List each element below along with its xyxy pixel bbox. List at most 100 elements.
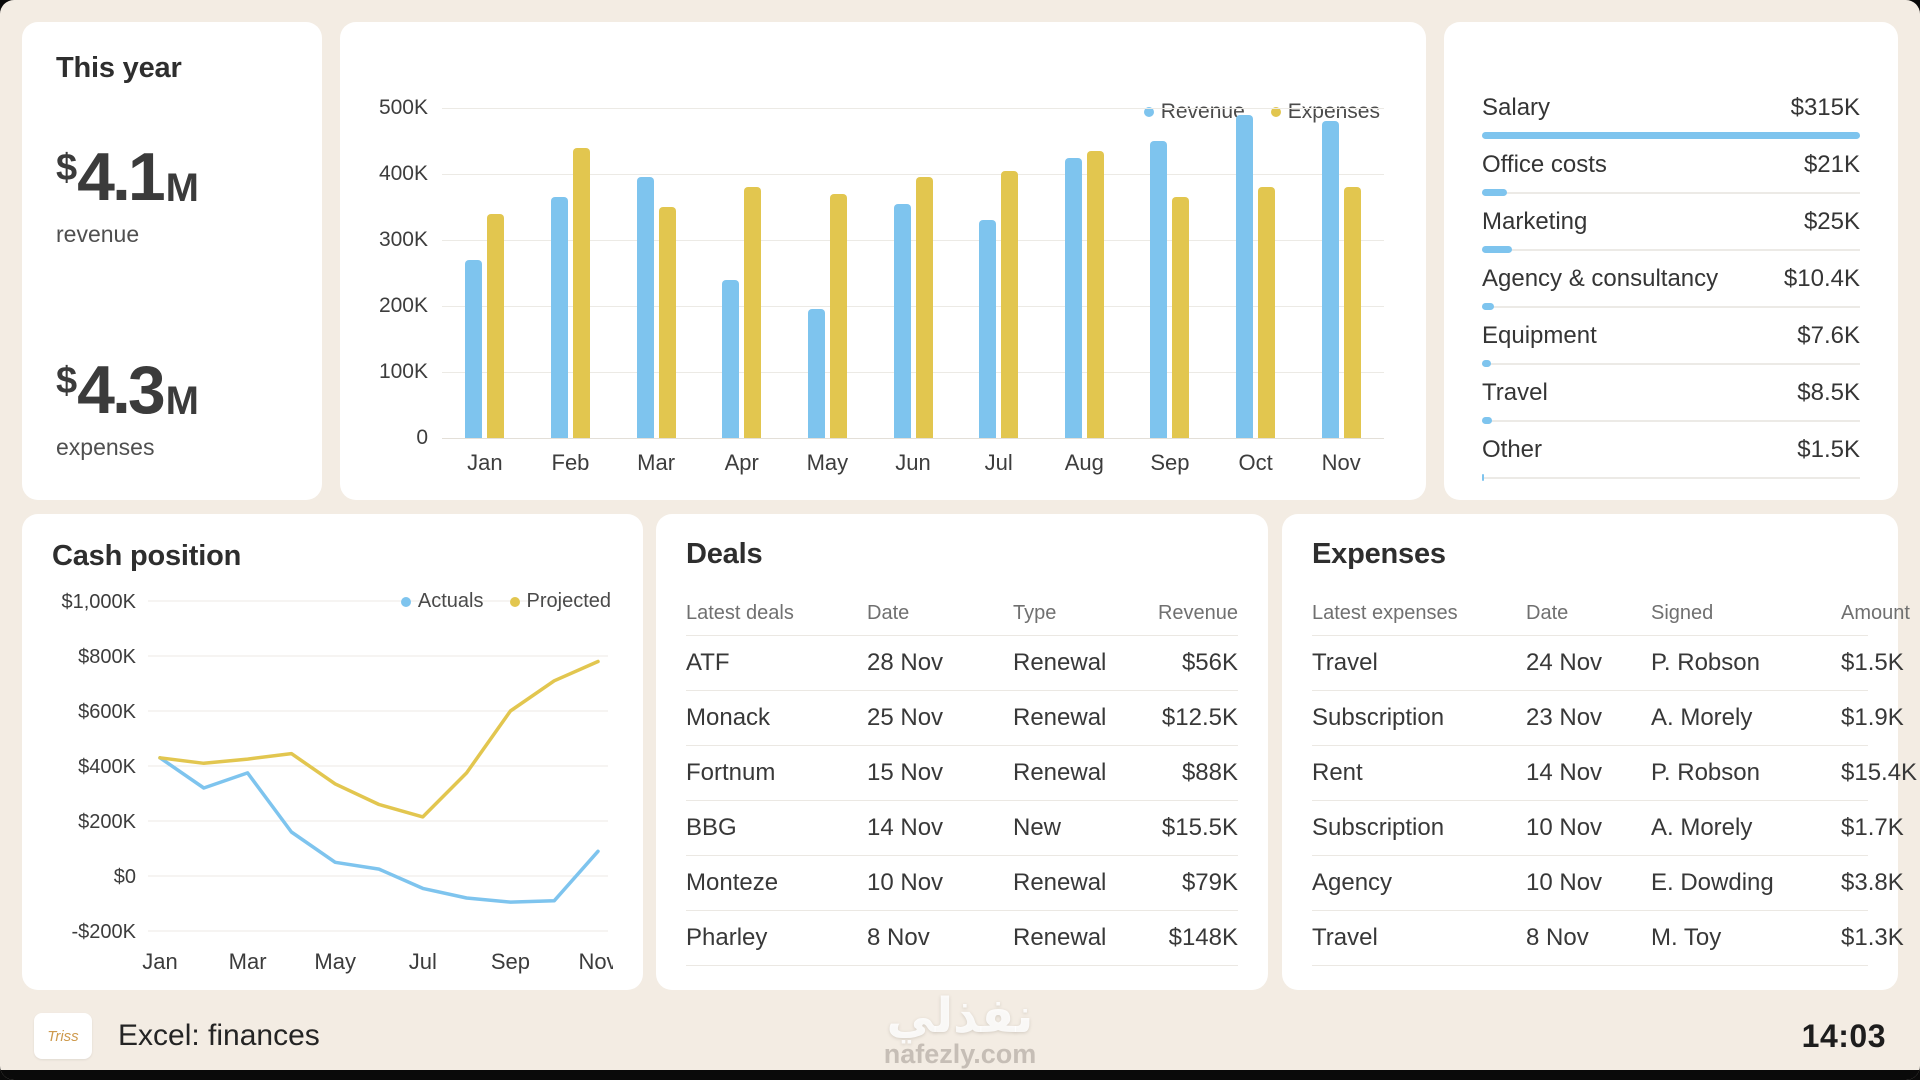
x-axis-label: May <box>314 949 356 974</box>
table-cell: ATF <box>686 649 730 676</box>
revenue-label: revenue <box>56 221 140 247</box>
legend-dot <box>1143 107 1154 117</box>
expense-item-office-costs: Office costs $21K <box>1482 137 1860 196</box>
table-cell: $15.4K <box>1841 759 1918 786</box>
table-row: ATF 28 Nov Renewal $56K <box>686 636 1238 691</box>
table-cell: $88K <box>1181 759 1238 786</box>
bar-pair <box>1064 108 1104 438</box>
expenses-card: Expenses Latest expenses Date Signed Amount… <box>1282 514 1917 990</box>
bar-pair <box>1321 108 1361 438</box>
expenses-unit: M <box>165 379 199 423</box>
table-cell: Renewal <box>1013 924 1107 951</box>
legend-label: Expenses <box>1287 100 1380 123</box>
x-axis-label: Jul <box>409 949 437 974</box>
gridline <box>442 174 1384 175</box>
table-cell: Travel <box>1312 924 1378 951</box>
bar-chart-legend: Revenue Expenses <box>1143 100 1380 124</box>
expense-item-travel: Travel $8.5K <box>1482 365 1860 424</box>
expense-item-equipment: Equipment $7.6K <box>1482 308 1860 367</box>
y-axis-label: $800K <box>78 646 136 668</box>
table-cell: Fortnum <box>686 759 776 786</box>
table-cell: Monack <box>686 704 771 731</box>
table-cell: $79K <box>1181 869 1238 896</box>
expense-item-bar <box>1482 417 1493 424</box>
expenses-bar <box>658 207 676 438</box>
table-cell: $1.9K <box>1841 704 1904 731</box>
expense-item-bar <box>1482 303 1495 310</box>
y-axis-label: $200K <box>78 811 136 833</box>
gridline <box>442 372 1384 373</box>
x-axis-label: Aug <box>1064 450 1104 475</box>
table-cell: Agency <box>1312 869 1393 896</box>
legend-actuals: Actuals <box>400 590 484 613</box>
expenses-number: 4.3 <box>77 352 166 428</box>
table-cell: P. Robson <box>1651 759 1760 786</box>
legend-expenses: Expenses <box>1270 100 1380 124</box>
column-header: Date <box>867 601 910 624</box>
this-year-title: This year <box>56 52 182 84</box>
app-label[interactable]: Excel: finances <box>118 1019 320 1052</box>
bar-month-mar: Mar <box>613 108 699 476</box>
bar-chart-plot: Jan Feb Mar Apr May Jun Jul Aug Sep Oct Nov <box>442 108 1384 475</box>
bar-month-aug: Aug <box>1041 108 1127 476</box>
y-axis-label: 0 <box>416 426 428 449</box>
bar-chart: 500K 400K 300K 200K 100K 0 Jan Feb Mar Apr May Jun… <box>378 96 1384 475</box>
table-cell: 10 Nov <box>1526 869 1603 896</box>
x-axis-label: Mar <box>229 949 267 974</box>
expenses-table: Latest expenses Date Signed Amount Travel 24 … <box>1312 591 1917 966</box>
expense-item-label: Other <box>1482 435 1543 463</box>
expense-breakdown-card: Salary $315K Office costs $21K Marketing $25K… <box>1444 22 1898 500</box>
revenue-bar <box>893 203 911 438</box>
table-header-row: Latest expenses Date Signed Amount <box>1312 591 1910 636</box>
bar-month-feb: Feb <box>528 108 614 476</box>
revenue-expenses-chart-card: Revenue Expenses 500K 400K 300K 200K 100K 0 Ja… <box>340 22 1426 500</box>
column-header: Latest deals <box>686 601 794 624</box>
legend-label: Revenue <box>1160 100 1245 123</box>
triss-logo[interactable]: Triss <box>34 1013 92 1059</box>
expense-item-label: Salary <box>1482 93 1551 121</box>
legend-revenue: Revenue <box>1143 100 1245 124</box>
gridline <box>442 240 1384 241</box>
gridline <box>442 306 1384 307</box>
revenue-value: $4.1 M <box>56 143 288 211</box>
legend-dot <box>1270 107 1281 117</box>
expense-item-label: Marketing <box>1482 207 1588 235</box>
table-cell: E. Dowding <box>1651 869 1774 896</box>
cash-position-card: Cash position Actuals Projected $1,000K $8… <box>22 514 643 990</box>
expense-item-label: Equipment <box>1482 321 1597 349</box>
revenue-number: 4.1 <box>77 139 166 215</box>
bar-pair <box>979 108 1019 438</box>
x-axis-label: Jul <box>984 450 1013 475</box>
expense-item-amount: $25K <box>1803 207 1860 235</box>
bar-month-apr: Apr <box>699 108 785 476</box>
table-cell: 23 Nov <box>1526 704 1603 731</box>
expense-item-bar <box>1482 132 1860 139</box>
table-header-row: Latest deals Date Type Revenue <box>686 591 1238 636</box>
deals-card: Deals Latest deals Date Type Revenue ATF 28 N… <box>656 514 1268 990</box>
table-cell: 15 Nov <box>867 759 944 786</box>
expense-item-amount: $21K <box>1803 150 1860 178</box>
table-cell: 10 Nov <box>1526 814 1603 841</box>
revenue-bar <box>1150 141 1168 438</box>
expense-item-other: Other $1.5K <box>1482 422 1860 481</box>
bar-month-jul: Jul <box>956 108 1042 476</box>
expenses-bar <box>1343 187 1361 438</box>
revenue-bar <box>1236 114 1254 438</box>
x-axis-label: Oct <box>1238 450 1273 475</box>
expenses-bar <box>1086 150 1104 438</box>
currency-symbol: $ <box>56 147 78 189</box>
expenses-title: Expenses <box>1312 538 1446 570</box>
gridline <box>442 438 1384 439</box>
column-header: Latest expenses <box>1312 601 1458 624</box>
bar-month-jun: Jun <box>870 108 956 476</box>
y-axis-label: $400K <box>78 756 136 778</box>
table-row: BBG 14 Nov New $15.5K <box>686 801 1238 856</box>
revenue-bar <box>979 220 997 438</box>
expense-item-bar <box>1482 189 1508 196</box>
table-cell: Monteze <box>686 869 779 896</box>
y-axis-label: -$200K <box>72 921 137 943</box>
bar-pair <box>722 108 762 438</box>
table-row: Rent 14 Nov P. Robson $15.4K <box>1312 746 1917 801</box>
table-cell: Pharley <box>686 924 768 951</box>
table-cell: M. Toy <box>1651 924 1722 951</box>
